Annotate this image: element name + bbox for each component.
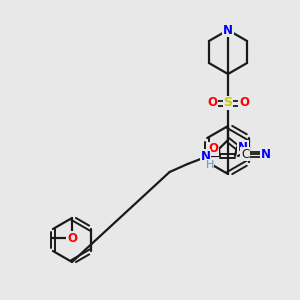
Text: N: N <box>261 148 271 160</box>
Text: O: O <box>207 97 217 110</box>
Text: O: O <box>208 142 218 155</box>
Text: O: O <box>67 232 77 244</box>
Text: O: O <box>239 97 249 110</box>
Text: S: S <box>224 97 232 110</box>
Text: H: H <box>206 160 214 170</box>
Text: C: C <box>241 148 249 160</box>
Text: N: N <box>201 149 211 163</box>
Text: N: N <box>223 23 233 37</box>
Text: N: N <box>238 141 248 154</box>
